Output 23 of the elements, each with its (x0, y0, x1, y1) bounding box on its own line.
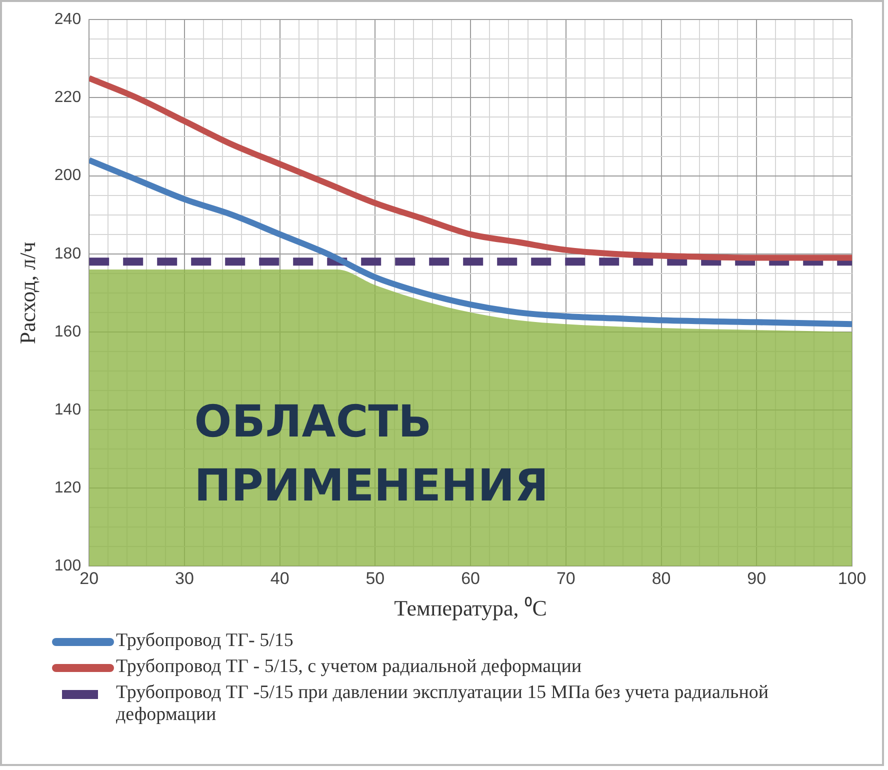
y-tick-label: 180 (54, 245, 82, 262)
legend-label: Трубопровод ТГ -5/15 при давлении эксплуатации 15 МПа без учета радиальной деформации (116, 682, 770, 726)
y-tick-label: 200 (54, 167, 82, 184)
x-tick-label: 40 (270, 569, 290, 588)
x-axis-title: Температура, ⁰C (394, 596, 547, 621)
y-tick-label: 100 (54, 558, 82, 575)
x-tick-label: 80 (652, 569, 671, 588)
y-tick-label: 140 (54, 401, 82, 418)
y-tick-label: 120 (54, 480, 82, 497)
x-tick-label: 90 (747, 569, 766, 588)
y-tick-label: 220 (54, 89, 82, 106)
y-axis-title: Расход, л/ч (14, 242, 40, 344)
x-tick-label: 30 (174, 569, 194, 588)
x-tick-label: 70 (556, 569, 576, 588)
x-tick-label: 60 (461, 569, 480, 588)
y-tick-label: 160 (54, 323, 82, 340)
y-tick-label: 240 (54, 11, 82, 28)
legend-label: Трубопровод ТГ - 5/15, с учетом радиальной деформации (116, 656, 582, 678)
x-tick-label: 20 (80, 569, 99, 588)
legend-label: Трубопровод ТГ- 5/15 (116, 630, 294, 652)
annotation: ОБЛАСТЬ ПРИМЕНЕНИЯ (194, 396, 548, 512)
x-tick-label: 100 (838, 569, 866, 588)
x-tick-label: 50 (366, 569, 385, 588)
